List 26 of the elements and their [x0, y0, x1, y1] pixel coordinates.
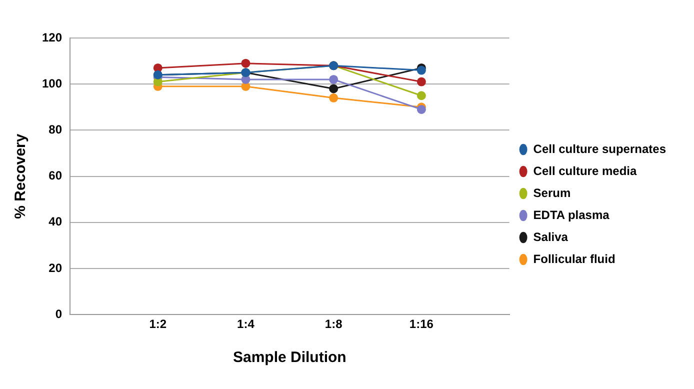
y-tick-label: 80: [48, 122, 62, 137]
y-tick-label: 120: [42, 30, 62, 44]
legend-label: EDTA plasma: [533, 208, 610, 222]
legend-label: Cell culture supernates: [533, 142, 666, 156]
point: [241, 58, 250, 68]
point: [416, 66, 426, 75]
x-tick-label: 1:4: [237, 317, 255, 332]
y-tick-label: 20: [48, 260, 62, 275]
y-axis-title: % Recovery: [12, 133, 30, 219]
legend-label: Saliva: [533, 230, 568, 244]
legend-label: Serum: [533, 186, 571, 200]
y-tick-label: 0: [55, 306, 62, 321]
x-tick-label: 1:2: [149, 317, 167, 332]
point: [329, 84, 338, 94]
legend-label: Follicular fluid: [533, 252, 616, 266]
point: [416, 77, 426, 86]
legend-label: Cell culture media: [533, 164, 637, 178]
point: [329, 74, 338, 84]
x-axis-title: Sample Dilution: [232, 349, 346, 366]
point: [329, 93, 338, 102]
y-tick-label: 40: [48, 214, 62, 229]
y-tick-label: 100: [42, 76, 62, 90]
point: [416, 91, 426, 100]
y-tick-label: 60: [48, 168, 62, 183]
x-tick-label: 1:16: [409, 317, 434, 332]
x-tick-label: 1:8: [324, 317, 343, 332]
